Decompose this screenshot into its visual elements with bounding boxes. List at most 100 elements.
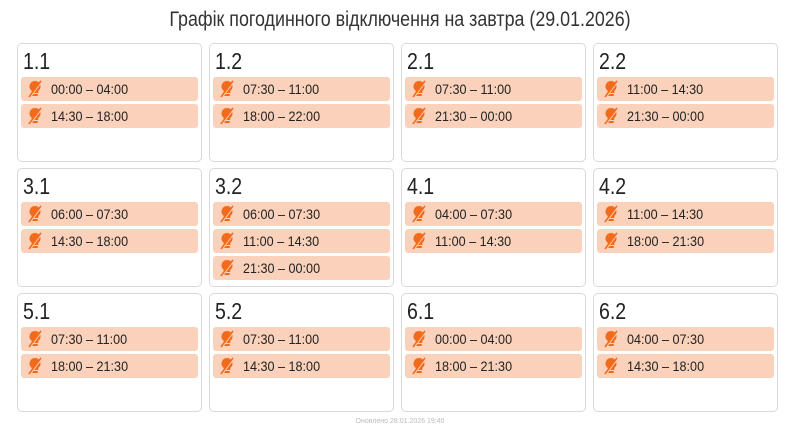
lightbulb-off-icon — [220, 259, 235, 277]
outage-slot: 06:00 – 07:30 — [213, 202, 390, 226]
group-name: 4.2 — [599, 173, 627, 199]
lightbulb-off-icon — [28, 357, 43, 375]
group-name: 1.2 — [215, 48, 243, 74]
lightbulb-off-icon — [220, 107, 235, 125]
lightbulb-off-icon — [412, 205, 427, 223]
outage-slot: 18:00 – 21:30 — [597, 229, 774, 253]
outage-time: 04:00 – 07:30 — [627, 331, 705, 347]
outage-time: 07:30 – 11:00 — [243, 81, 320, 97]
group-name: 5.2 — [215, 298, 243, 324]
schedule-grid: 1.1 00:00 – 04:00 14:30 – 18:00 1.2 07:30 – … — [17, 43, 778, 412]
lightbulb-off-icon — [220, 205, 235, 223]
outage-time: 11:00 – 14:30 — [243, 233, 320, 249]
lightbulb-off-icon — [28, 205, 43, 223]
outage-time: 14:30 – 18:00 — [51, 233, 129, 249]
outage-slot: 07:30 – 11:00 — [213, 327, 390, 351]
updated-timestamp: Оновлено 28.01.2026 19:40 — [355, 418, 445, 425]
outage-slot: 07:30 – 11:00 — [213, 77, 390, 101]
outage-time: 18:00 – 21:30 — [51, 358, 129, 374]
group-card: 2.2 11:00 – 14:30 21:30 – 00:00 — [593, 43, 778, 162]
lightbulb-off-icon — [604, 330, 619, 348]
outage-time: 00:00 – 04:00 — [435, 331, 513, 347]
outage-time: 11:00 – 14:30 — [435, 233, 512, 249]
outage-slot: 14:30 – 18:00 — [21, 104, 198, 128]
group-name: 1.1 — [23, 48, 51, 74]
outage-slot: 07:30 – 11:00 — [21, 327, 198, 351]
lightbulb-off-icon — [604, 80, 619, 98]
group-name: 6.1 — [407, 298, 435, 324]
outage-time: 21:30 – 00:00 — [243, 260, 321, 276]
lightbulb-off-icon — [412, 357, 427, 375]
outage-slot: 00:00 – 04:00 — [405, 327, 582, 351]
group-card: 4.2 11:00 – 14:30 18:00 – 21:30 — [593, 168, 778, 287]
outage-slot: 14:30 – 18:00 — [213, 354, 390, 378]
group-card: 5.1 07:30 – 11:00 18:00 – 21:30 — [17, 293, 202, 412]
group-card: 3.1 06:00 – 07:30 14:30 – 18:00 — [17, 168, 202, 287]
group-name: 2.2 — [599, 48, 627, 74]
outage-time: 06:00 – 07:30 — [51, 206, 129, 222]
outage-time: 07:30 – 11:00 — [435, 81, 512, 97]
lightbulb-off-icon — [412, 80, 427, 98]
outage-slot: 11:00 – 14:30 — [597, 202, 774, 226]
lightbulb-off-icon — [604, 357, 619, 375]
outage-slot: 21:30 – 00:00 — [405, 104, 582, 128]
lightbulb-off-icon — [28, 330, 43, 348]
group-name: 2.1 — [407, 48, 435, 74]
outage-time: 18:00 – 22:00 — [243, 108, 321, 124]
group-name: 3.1 — [23, 173, 51, 199]
outage-time: 11:00 – 14:30 — [627, 81, 704, 97]
lightbulb-off-icon — [412, 232, 427, 250]
group-card: 5.2 07:30 – 11:00 14:30 – 18:00 — [209, 293, 394, 412]
outage-time: 21:30 – 00:00 — [627, 108, 705, 124]
group-card: 4.1 04:00 – 07:30 11:00 – 14:30 — [401, 168, 586, 287]
outage-time: 18:00 – 21:30 — [627, 233, 705, 249]
outage-time: 04:00 – 07:30 — [435, 206, 513, 222]
group-name: 3.2 — [215, 173, 243, 199]
lightbulb-off-icon — [412, 107, 427, 125]
lightbulb-off-icon — [28, 107, 43, 125]
outage-slot: 11:00 – 14:30 — [597, 77, 774, 101]
outage-time: 18:00 – 21:30 — [435, 358, 513, 374]
page-title: Графік погодинного відключення на завтра… — [169, 8, 631, 31]
outage-slot: 21:30 – 00:00 — [597, 104, 774, 128]
outage-slot: 14:30 – 18:00 — [21, 229, 198, 253]
group-card: 6.1 00:00 – 04:00 18:00 – 21:30 — [401, 293, 586, 412]
group-name: 5.1 — [23, 298, 51, 324]
lightbulb-off-icon — [412, 330, 427, 348]
outage-slot: 14:30 – 18:00 — [597, 354, 774, 378]
outage-slot: 18:00 – 21:30 — [405, 354, 582, 378]
outage-slot: 04:00 – 07:30 — [597, 327, 774, 351]
lightbulb-off-icon — [604, 205, 619, 223]
lightbulb-off-icon — [220, 232, 235, 250]
group-card: 1.1 00:00 – 04:00 14:30 – 18:00 — [17, 43, 202, 162]
outage-slot: 04:00 – 07:30 — [405, 202, 582, 226]
group-name: 4.1 — [407, 173, 435, 199]
outage-time: 11:00 – 14:30 — [627, 206, 704, 222]
lightbulb-off-icon — [28, 80, 43, 98]
outage-slot: 11:00 – 14:30 — [213, 229, 390, 253]
outage-time: 21:30 – 00:00 — [435, 108, 513, 124]
outage-slot: 00:00 – 04:00 — [21, 77, 198, 101]
outage-time: 07:30 – 11:00 — [243, 331, 320, 347]
outage-time: 14:30 – 18:00 — [627, 358, 705, 374]
lightbulb-off-icon — [604, 232, 619, 250]
outage-slot: 07:30 – 11:00 — [405, 77, 582, 101]
group-card: 6.2 04:00 – 07:30 14:30 – 18:00 — [593, 293, 778, 412]
outage-time: 07:30 – 11:00 — [51, 331, 128, 347]
group-name: 6.2 — [599, 298, 627, 324]
outage-time: 06:00 – 07:30 — [243, 206, 321, 222]
outage-time: 00:00 – 04:00 — [51, 81, 129, 97]
group-card: 2.1 07:30 – 11:00 21:30 – 00:00 — [401, 43, 586, 162]
outage-time: 14:30 – 18:00 — [51, 108, 129, 124]
lightbulb-off-icon — [28, 232, 43, 250]
outage-slot: 18:00 – 22:00 — [213, 104, 390, 128]
outage-time: 14:30 – 18:00 — [243, 358, 321, 374]
lightbulb-off-icon — [604, 107, 619, 125]
lightbulb-off-icon — [220, 330, 235, 348]
group-card: 3.2 06:00 – 07:30 11:00 – 14:30 21:30 – 00:… — [209, 168, 394, 287]
outage-slot: 18:00 – 21:30 — [21, 354, 198, 378]
group-card: 1.2 07:30 – 11:00 18:00 – 22:00 — [209, 43, 394, 162]
outage-slot: 11:00 – 14:30 — [405, 229, 582, 253]
outage-slot: 21:30 – 00:00 — [213, 256, 390, 280]
lightbulb-off-icon — [220, 80, 235, 98]
